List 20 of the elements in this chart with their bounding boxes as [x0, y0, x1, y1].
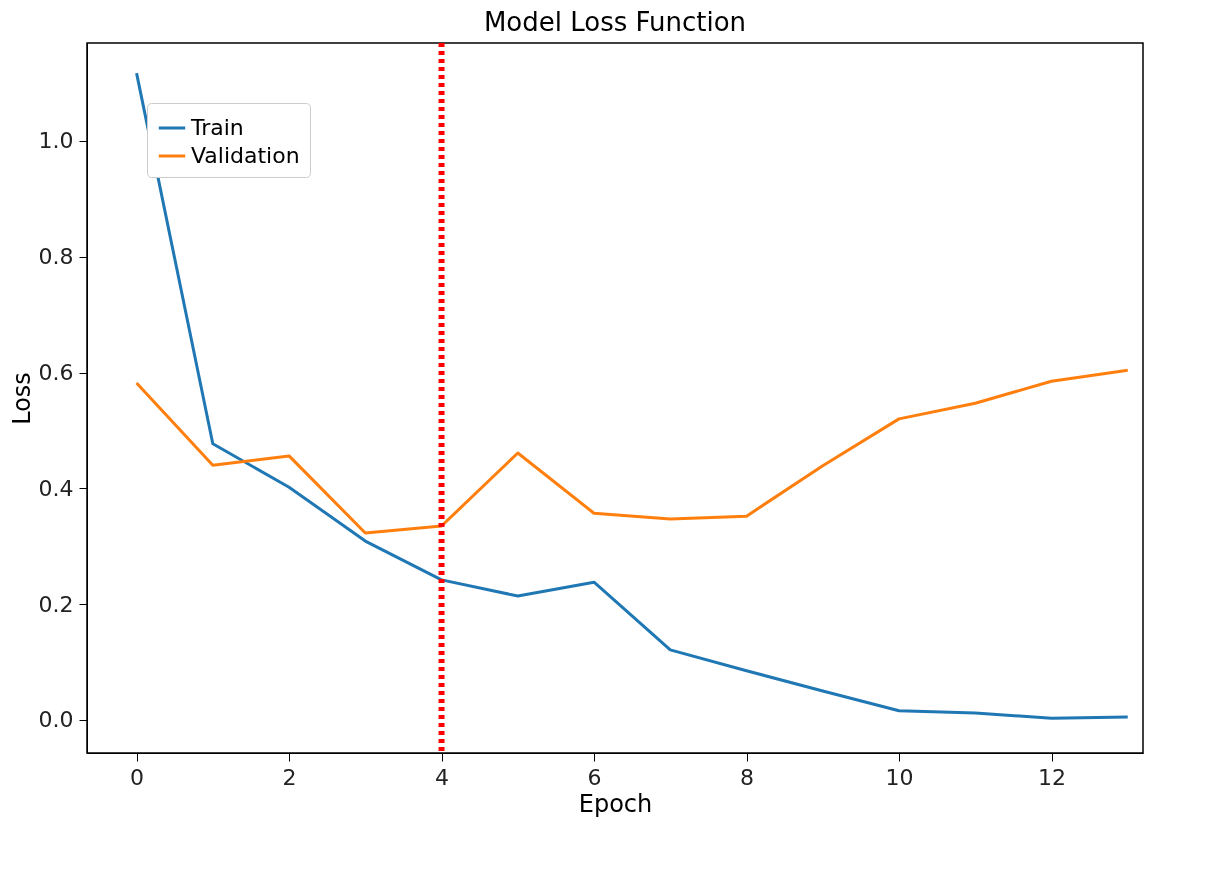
x-tick-label: 6: [587, 764, 602, 790]
legend-label: Validation: [191, 143, 300, 168]
y-tick-label: 0.0: [38, 707, 74, 733]
line-series: [135, 71, 1130, 720]
chart-title: Model Loss Function: [483, 7, 747, 37]
x-tick-label: 0: [130, 764, 145, 790]
legend-label: Train: [190, 115, 244, 140]
x-tick-label: 4: [435, 764, 450, 790]
x-axis-title: Epoch: [578, 789, 653, 818]
line-series: [135, 368, 1130, 535]
y-tick-label: 0.8: [38, 244, 74, 270]
y-axis-title: Loss: [7, 372, 36, 425]
y-tick-label: 0.2: [38, 591, 74, 617]
y-tick-label: 1.0: [38, 128, 74, 154]
x-tick-label: 2: [282, 764, 297, 790]
y-tick-label: 0.4: [38, 475, 74, 501]
x-tick-label: 10: [885, 764, 914, 790]
y-tick-label: 0.6: [38, 360, 74, 386]
x-tick-label: 12: [1038, 764, 1067, 790]
x-tick-label: 8: [740, 764, 755, 790]
